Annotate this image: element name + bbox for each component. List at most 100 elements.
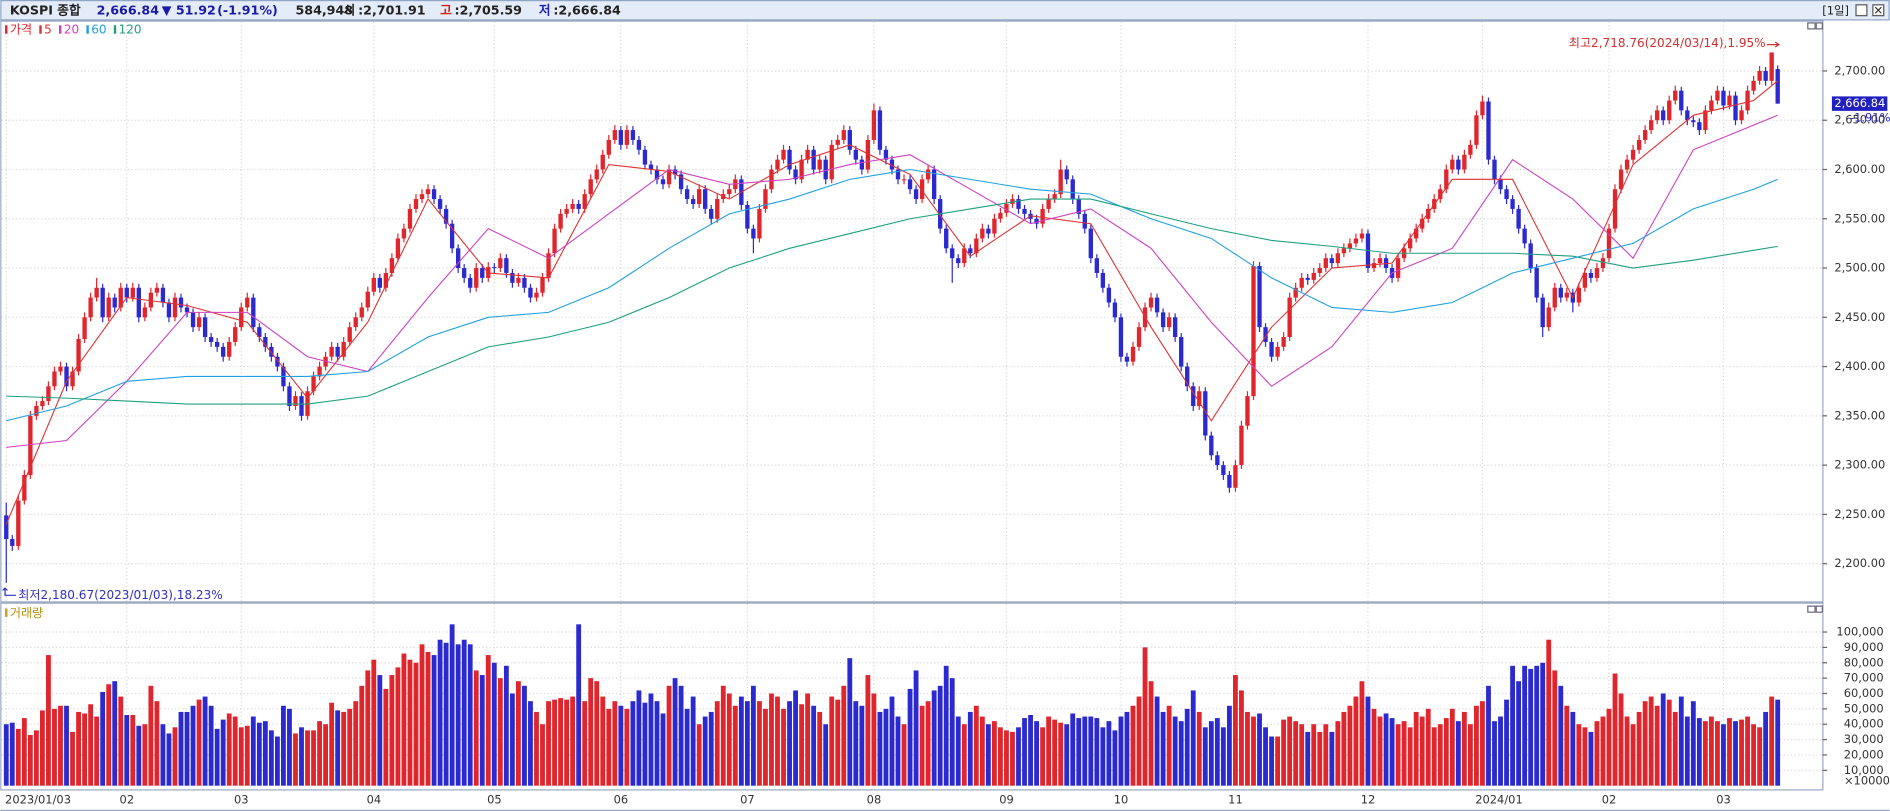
volume-bar bbox=[1721, 724, 1726, 786]
volume-bar bbox=[479, 675, 485, 786]
volume-bar bbox=[690, 696, 696, 786]
candle-body bbox=[1594, 268, 1600, 278]
price-panel bbox=[0, 20, 1824, 603]
volume-bar bbox=[124, 715, 130, 786]
volume-bar bbox=[1220, 727, 1226, 786]
volume-bar bbox=[106, 684, 112, 786]
candle-body bbox=[576, 203, 581, 209]
x-tick-label: 06 bbox=[614, 793, 629, 807]
volume-bar bbox=[160, 724, 166, 786]
candle-body bbox=[1221, 465, 1226, 475]
candle-body bbox=[1341, 248, 1347, 254]
volume-bar bbox=[564, 699, 570, 786]
x-tick-label: 04 bbox=[367, 793, 382, 807]
volume-bar bbox=[913, 670, 919, 786]
candle-body bbox=[1703, 110, 1708, 131]
volume-bar bbox=[1070, 713, 1076, 786]
candle-body bbox=[335, 346, 340, 357]
volume-bar bbox=[1208, 721, 1214, 786]
volume-bar bbox=[1275, 736, 1281, 786]
volume-bar bbox=[528, 701, 533, 786]
candle-body bbox=[1534, 268, 1539, 298]
panel-button[interactable] bbox=[1815, 22, 1823, 30]
y-tick-label: 2,500.00 bbox=[1834, 261, 1885, 275]
volume-bar bbox=[443, 642, 449, 786]
volume-bar bbox=[491, 662, 497, 786]
volume-bar bbox=[154, 701, 160, 786]
volume-bar bbox=[220, 719, 226, 786]
volume-bar bbox=[726, 693, 732, 786]
volume-bar bbox=[1606, 708, 1612, 786]
volume-bar bbox=[823, 724, 829, 786]
volume-bar bbox=[1480, 701, 1485, 786]
volume-bar bbox=[341, 711, 347, 786]
volume-bar bbox=[413, 662, 419, 786]
volume-bar bbox=[1733, 721, 1738, 786]
panel-button[interactable] bbox=[1807, 22, 1816, 30]
volume-bar bbox=[1082, 716, 1088, 786]
candle-body bbox=[925, 169, 931, 180]
volume-bar bbox=[672, 678, 678, 786]
panel-button[interactable] bbox=[1815, 605, 1823, 613]
volume-bar bbox=[21, 718, 27, 786]
volume-bar bbox=[1106, 721, 1112, 786]
candle-body bbox=[1305, 277, 1310, 280]
candle-body bbox=[690, 199, 696, 204]
y-tick-label: 2,700.00 bbox=[1834, 63, 1885, 77]
candle-body bbox=[992, 218, 997, 234]
candle-body bbox=[251, 297, 256, 328]
volume-bar bbox=[1100, 727, 1106, 786]
volume-bar bbox=[1504, 699, 1509, 786]
candle-body bbox=[377, 277, 382, 288]
candle-body bbox=[865, 139, 871, 170]
candle-body bbox=[1160, 312, 1166, 328]
candle-body bbox=[624, 130, 630, 145]
volume-bar bbox=[172, 727, 178, 786]
candle-body bbox=[666, 169, 672, 185]
candle-body bbox=[1775, 69, 1780, 104]
candle-body bbox=[1233, 465, 1238, 488]
volume-bar bbox=[1401, 721, 1407, 786]
volume-bar bbox=[1016, 727, 1021, 786]
volume-tick-label: 20,000 bbox=[1844, 747, 1884, 761]
candle-body bbox=[1679, 90, 1684, 111]
volume-bar bbox=[136, 725, 142, 786]
restore-button[interactable] bbox=[1855, 4, 1868, 17]
panel-button[interactable] bbox=[1807, 605, 1816, 613]
volume-bar bbox=[1425, 708, 1431, 786]
candle-body bbox=[672, 169, 678, 175]
candle-body bbox=[727, 189, 732, 195]
period-button[interactable]: [1일] bbox=[1822, 3, 1849, 17]
candle-body bbox=[1191, 386, 1196, 406]
candle-body bbox=[317, 366, 322, 377]
volume-bar bbox=[1293, 721, 1299, 786]
volume-bar bbox=[793, 690, 798, 786]
moving-average bbox=[6, 168, 1778, 422]
candle-body bbox=[1377, 258, 1383, 264]
candle-body bbox=[648, 164, 654, 170]
volume-bar bbox=[961, 724, 967, 786]
candle-body bbox=[293, 396, 298, 406]
legend-marker bbox=[5, 608, 8, 617]
legend-marker bbox=[86, 25, 89, 34]
candle-body bbox=[1667, 100, 1672, 121]
legend-label: 20 bbox=[64, 23, 79, 37]
low-arrow bbox=[2, 587, 16, 596]
candle-body bbox=[1546, 307, 1551, 328]
candle-body bbox=[703, 189, 708, 209]
volume-bar bbox=[1112, 730, 1118, 786]
volume-bar bbox=[1666, 699, 1672, 786]
candle-body bbox=[642, 149, 648, 165]
candle-body bbox=[817, 159, 822, 170]
high-arrow bbox=[1766, 41, 1780, 48]
candle-body bbox=[1088, 228, 1093, 259]
candle-body bbox=[534, 292, 539, 298]
x-tick-label: 05 bbox=[487, 793, 502, 807]
y-tick-label: 2,200.00 bbox=[1834, 556, 1885, 570]
candle-body bbox=[221, 346, 226, 357]
volume-bar bbox=[1245, 711, 1250, 786]
volume-bar bbox=[1642, 701, 1648, 786]
volume-bar bbox=[1323, 724, 1329, 786]
volume-title: 거래량 bbox=[10, 606, 43, 620]
volume-bar bbox=[166, 733, 172, 786]
